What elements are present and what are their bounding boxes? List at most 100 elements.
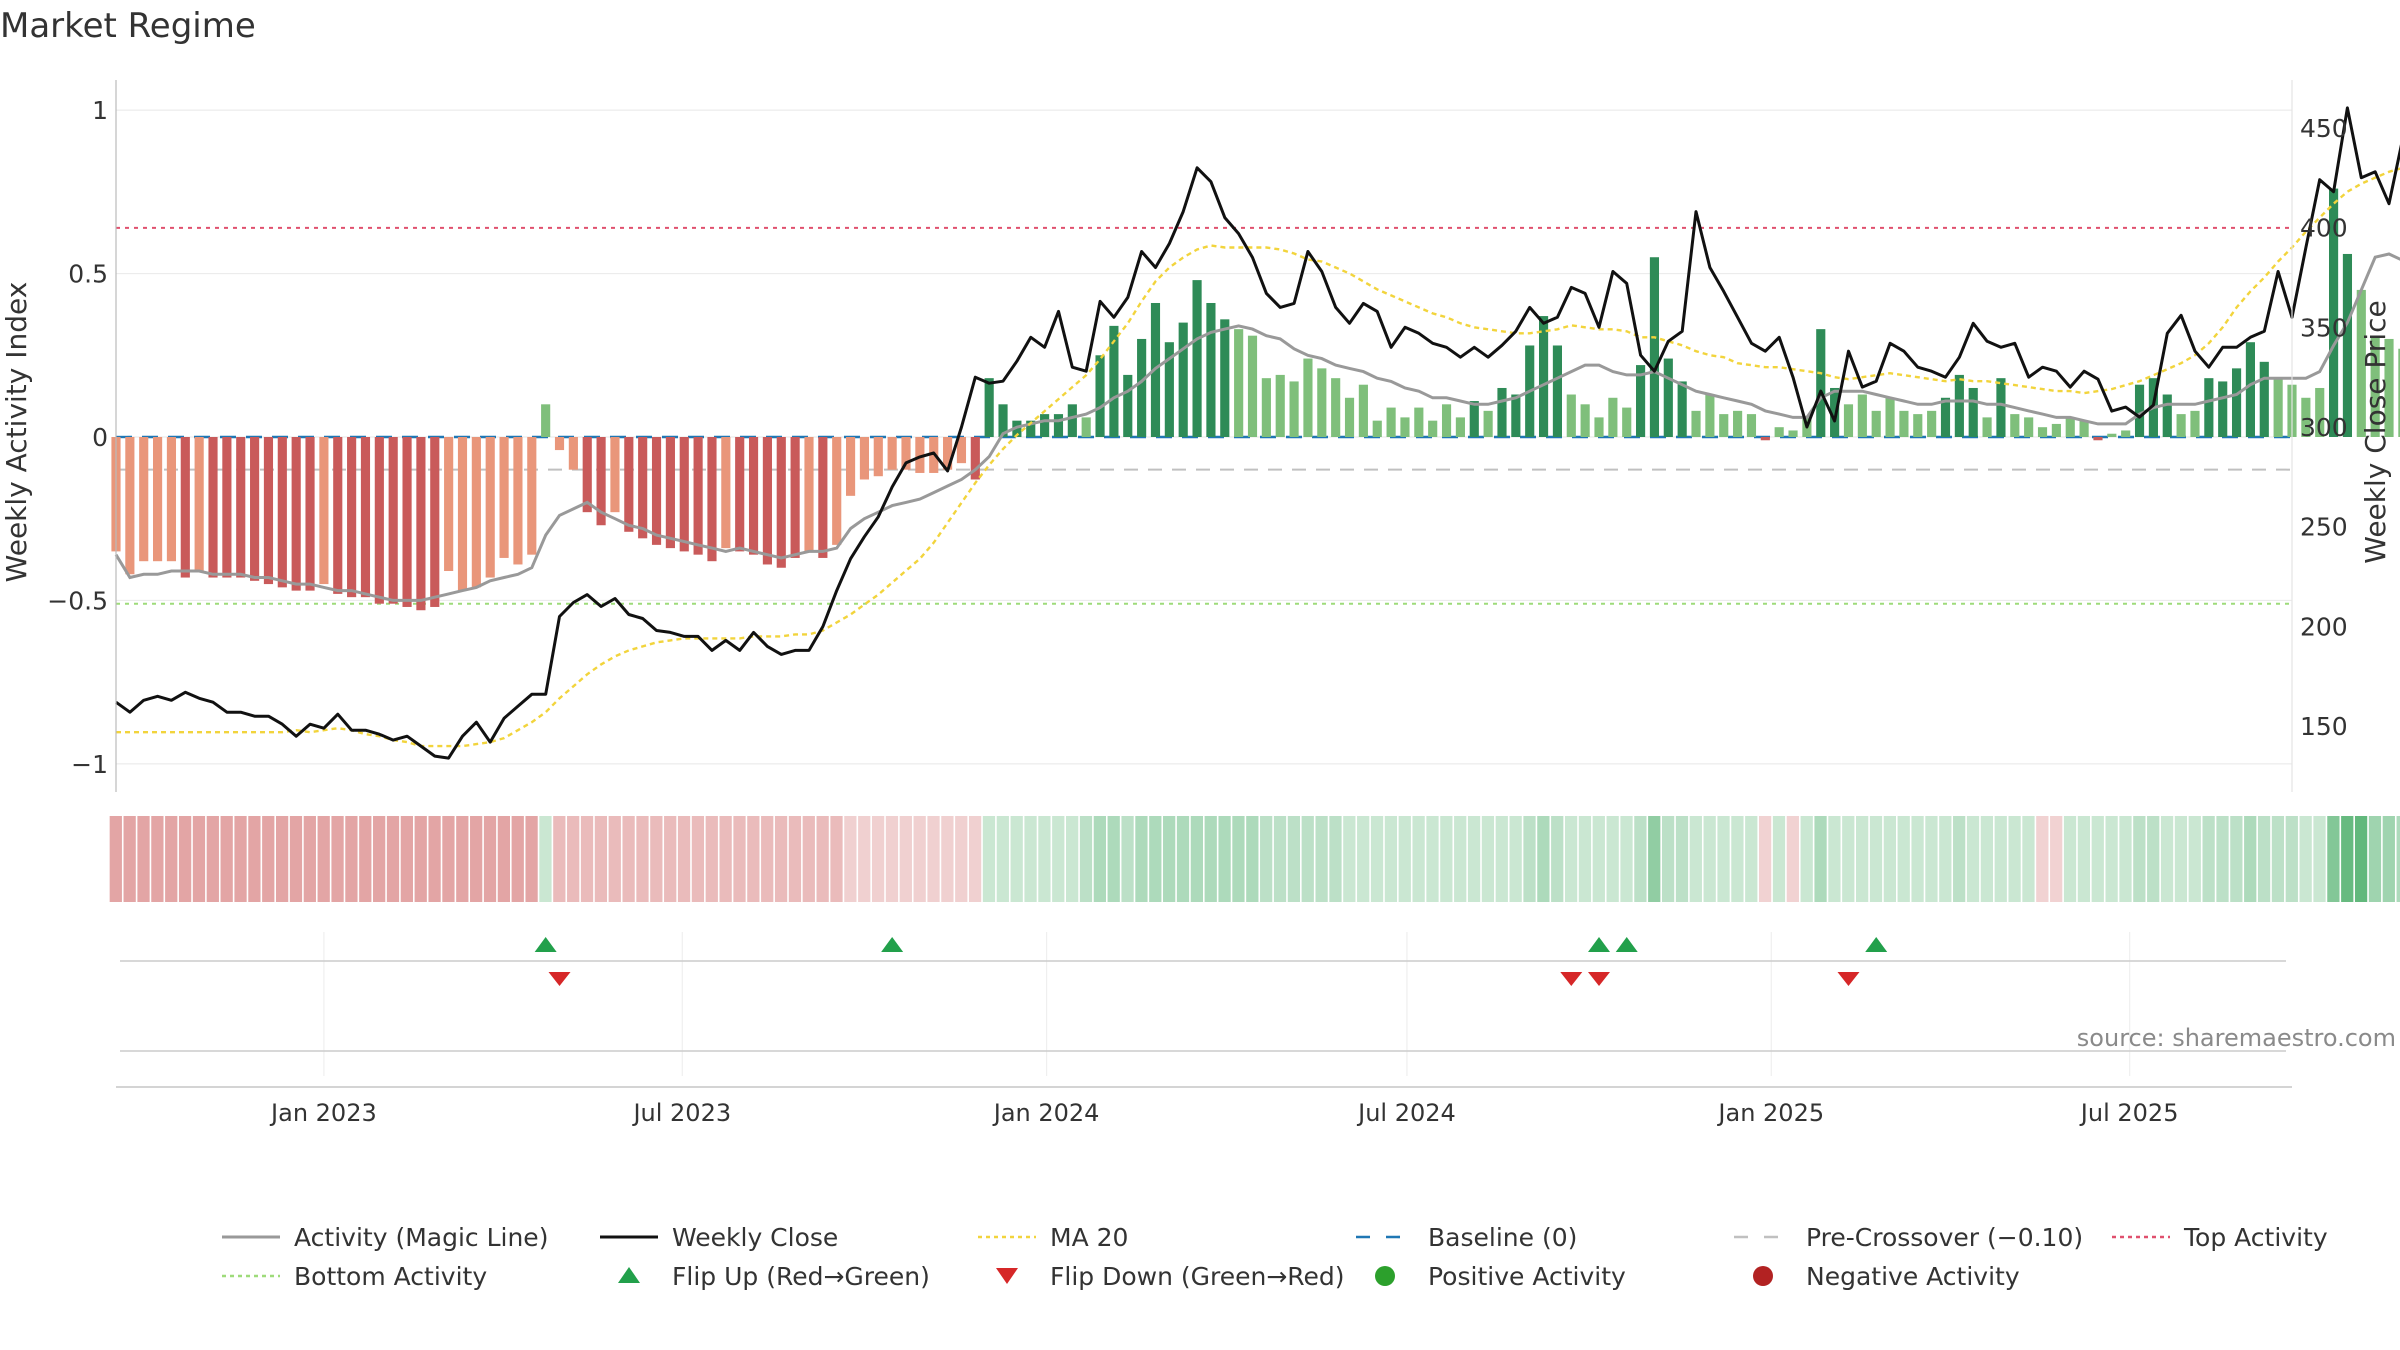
regime-band-cell <box>2147 816 2160 902</box>
regime-band-cell <box>1024 816 1037 902</box>
activity-bar <box>2037 427 2048 437</box>
regime-band-cell <box>788 816 802 902</box>
regime-band-cell <box>1495 816 1508 902</box>
legend-item: Flip Down (Green→Red) <box>996 1262 1345 1291</box>
regime-band-cell <box>178 816 192 902</box>
activity-bar <box>1400 417 1410 437</box>
regime-band-cell <box>1883 816 1896 902</box>
activity-bar <box>1691 410 1701 437</box>
regime-band-cell <box>1329 816 1342 902</box>
regime-band-cell <box>844 816 857 902</box>
activity-bar <box>388 437 398 604</box>
activity-bar <box>263 437 274 585</box>
chart-title: Market Regime <box>0 6 256 46</box>
regime-band-cell <box>1980 816 1994 902</box>
regime-band-cell <box>1163 816 1176 902</box>
activity-bar <box>887 437 897 470</box>
activity-bar <box>568 437 578 470</box>
regime-band-cell <box>664 816 677 902</box>
ma20-series <box>116 167 2400 748</box>
regime-band-cell <box>1273 816 1287 902</box>
activity-bar <box>1663 358 1673 437</box>
activity-bar <box>1830 387 1840 437</box>
regime-band-cell <box>206 816 219 902</box>
regime-band-cell <box>885 816 899 902</box>
activity-bar <box>277 437 287 588</box>
activity-bar <box>1636 365 1646 437</box>
activity-bar <box>1954 374 1964 437</box>
regime-band-cell <box>1218 816 1231 902</box>
legend-item: Activity (Magic Line) <box>222 1223 548 1252</box>
activity-bar <box>2273 378 2283 437</box>
regime-band-cell <box>650 816 663 902</box>
activity-bar <box>1178 322 1188 437</box>
regime-band-cell <box>303 816 316 902</box>
regime-band-cell <box>317 816 330 902</box>
activity-bar <box>444 437 454 572</box>
legend-item: Negative Activity <box>1753 1262 2020 1291</box>
activity-bar <box>2162 394 2172 437</box>
regime-band-cell <box>2354 816 2368 902</box>
activity-bar <box>2218 381 2228 437</box>
regime-band-cell <box>1897 816 1910 902</box>
activity-bar <box>735 437 745 552</box>
regime-band-cell <box>1509 816 1522 902</box>
activity-bar <box>2190 410 2200 437</box>
activity-bar <box>360 437 371 598</box>
activity-bar <box>513 437 523 565</box>
regime-band-cell <box>2036 816 2049 902</box>
activity-bar <box>471 437 481 588</box>
activity-bar <box>1511 394 1521 437</box>
regime-band-cell <box>2271 816 2285 902</box>
activity-bar <box>818 437 828 558</box>
regime-band-cell <box>2230 816 2243 902</box>
activity-bar <box>499 437 509 558</box>
activity-bar <box>1372 420 1382 437</box>
regime-band-cell <box>2160 816 2174 902</box>
activity-bar <box>2121 430 2131 437</box>
regime-band-cell <box>414 816 427 902</box>
activity-bar <box>236 437 246 578</box>
grid-layer <box>116 109 2292 1076</box>
activity-bar <box>1774 427 1784 437</box>
activity-bar <box>693 437 703 555</box>
activity-bar <box>1566 394 1576 437</box>
activity-bar <box>624 437 634 532</box>
activity-bars <box>111 188 2400 611</box>
activity-bar <box>915 437 925 473</box>
activity-bar <box>721 437 731 549</box>
regime-band-cell <box>1648 816 1661 902</box>
y-tick-label-right: 450 <box>2300 114 2348 143</box>
legend-swatch <box>1375 1266 1395 1286</box>
regime-band-cell <box>733 816 746 902</box>
activity-bar <box>1247 335 1258 437</box>
activity-bar <box>1331 378 1341 437</box>
regime-band-cell <box>2133 816 2146 902</box>
regime-band-cell <box>248 816 261 902</box>
legend-item: MA 20 <box>978 1223 1128 1252</box>
regime-band-cell <box>2396 816 2400 902</box>
activity-bar <box>291 437 301 591</box>
activity-bar <box>125 437 135 575</box>
activity-bar <box>1137 338 1147 437</box>
regime-band-cell <box>1135 816 1148 902</box>
activity-bar <box>2342 253 2353 437</box>
regime-band-cell <box>691 816 705 902</box>
flip-down-marker <box>1837 972 1860 986</box>
regime-band-cell <box>1731 816 1744 902</box>
regime-band-cell <box>1093 816 1106 902</box>
regime-band-cell <box>2188 816 2201 902</box>
activity-bar <box>2356 289 2366 437</box>
regime-band-cell <box>1079 816 1093 902</box>
regime-band-cell <box>1564 816 1578 902</box>
regime-band-cell <box>234 816 247 902</box>
activity-bar <box>430 437 440 607</box>
regime-band-cell <box>525 816 538 902</box>
activity-bar <box>2245 342 2255 437</box>
activity-bar <box>638 437 648 539</box>
activity-bar <box>1733 410 1743 437</box>
activity-bar <box>901 437 911 470</box>
regime-band-cell <box>1578 816 1592 902</box>
regime-band-cell <box>137 816 150 902</box>
